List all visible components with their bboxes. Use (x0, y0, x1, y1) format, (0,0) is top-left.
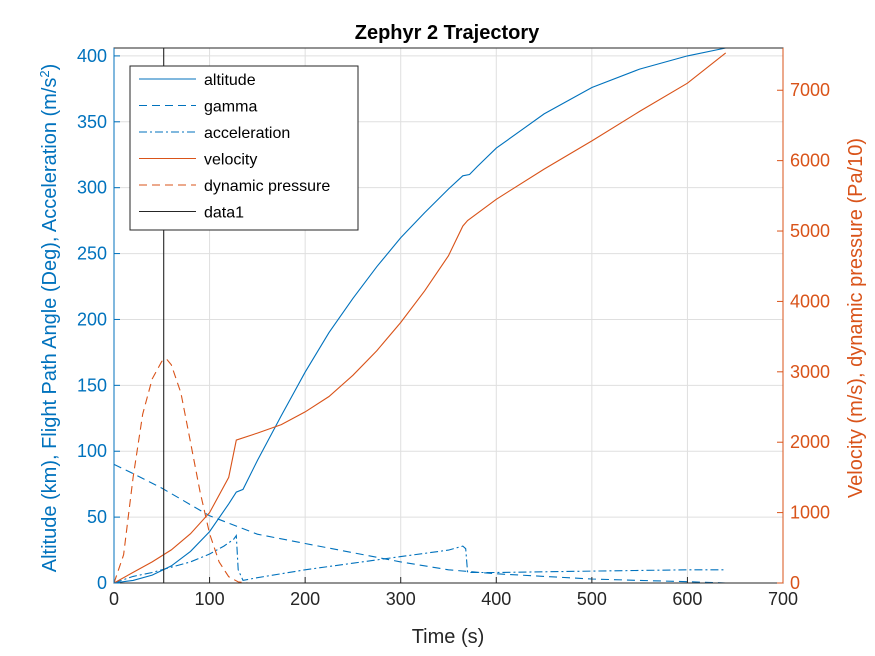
y-left-axis-label: Altitude (km), Flight Path Angle (Deg), … (37, 64, 62, 573)
ticks: 0 100 200 300 400 500 600 700050100150200250300… (77, 46, 830, 609)
x-axis-label: Time (s) (412, 626, 485, 648)
y-left-tick-label: 50 (87, 507, 107, 527)
x-tick-label: 700 (768, 589, 798, 609)
y-left-tick-label: 100 (77, 441, 107, 461)
legend: altitude gamma acceleration velocity dynamic… (129, 65, 359, 231)
y-left-label-superscript: 2 (37, 70, 52, 77)
y-left-label-tail: ) (39, 64, 61, 71)
y-right-tick-label: 7000 (790, 80, 830, 100)
x-tick-label: 400 (481, 589, 511, 609)
series-line-velocity (113, 52, 727, 584)
y-left-tick-label: 300 (77, 178, 107, 198)
legend-label: data1 (204, 205, 244, 222)
y-right-tick-label: 0 (790, 573, 800, 593)
x-tick-label: 200 (290, 589, 320, 609)
y-right-tick-label: 4000 (790, 291, 830, 311)
y-right-tick-label: 3000 (790, 362, 830, 382)
x-tick-label: 100 (195, 589, 225, 609)
y-right-axis-label: Velocity (m/s), dynamic pressure (Pa/10) (845, 138, 867, 498)
y-right-tick-label: 2000 (790, 432, 830, 452)
legend-label: velocity (204, 152, 257, 169)
y-right-tick-label: 5000 (790, 221, 830, 241)
y-left-tick-label: 200 (77, 309, 107, 329)
legend-label: acceleration (204, 125, 290, 142)
x-tick-label: 500 (577, 589, 607, 609)
series-line-gamma (113, 463, 726, 584)
y-left-tick-label: 400 (77, 46, 107, 66)
y-left-tick-label: 350 (77, 112, 107, 132)
series-line-acceleration (113, 534, 726, 584)
x-tick-label: 0 (109, 589, 119, 609)
y-right-tick-label: 6000 (790, 151, 830, 171)
legend-label: dynamic pressure (204, 178, 330, 195)
y-left-label-main: Altitude (km), Flight Path Angle (Deg), … (39, 78, 61, 573)
y-right-tick-label: 1000 (790, 503, 830, 523)
y-left-tick-label: 250 (77, 244, 107, 264)
y-left-tick-label: 150 (77, 375, 107, 395)
x-tick-label: 300 (386, 589, 416, 609)
x-tick-label: 600 (672, 589, 702, 609)
chart-title: Zephyr 2 Trajectory (355, 22, 540, 44)
legend-label: altitude (204, 72, 256, 89)
legend-box (129, 65, 359, 231)
y-left-tick-label: 0 (97, 573, 107, 593)
legend-label: gamma (204, 99, 257, 116)
series-line-altitude (113, 47, 726, 584)
